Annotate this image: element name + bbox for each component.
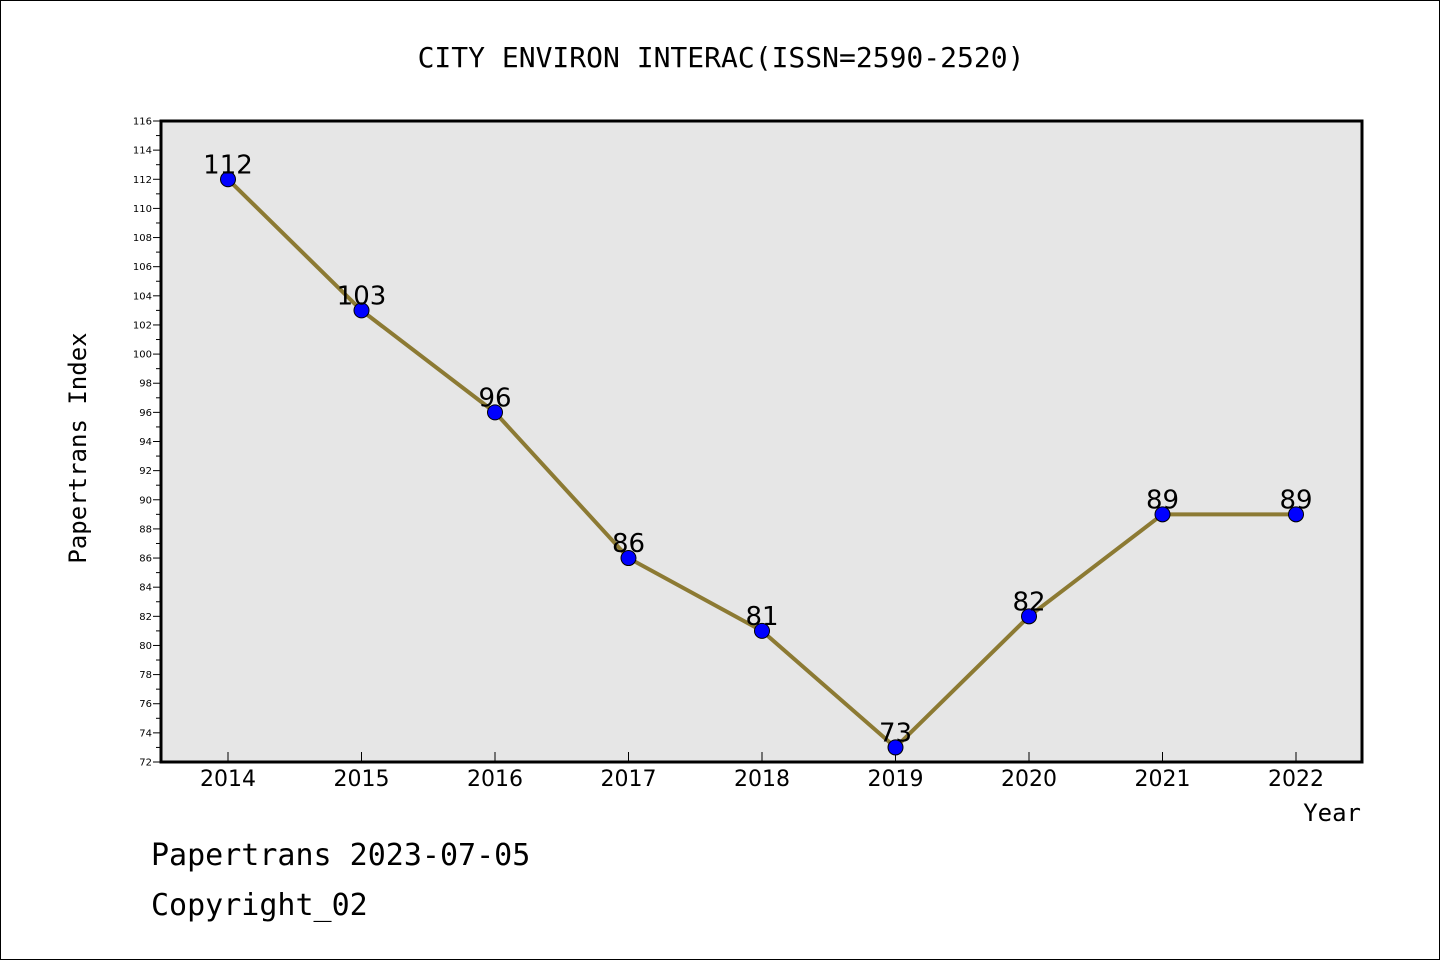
data-point-2017 [620,550,637,567]
marker-layer [220,171,1304,756]
x-tick-label: 2021 [1135,767,1191,792]
x-tick-label: 2019 [868,767,924,792]
x-tick-label: 2020 [1001,767,1057,792]
x-tick-label: 2017 [601,767,657,792]
data-point-2015 [353,302,370,319]
data-point-2014 [220,171,236,188]
chart-title: CITY ENVIRON INTERAC(ISSN=2590-2520) [418,41,1025,74]
data-label-2019: 73 [879,718,912,748]
data-point-2021 [1154,506,1171,523]
y-tick-label: 110 [133,204,152,215]
y-axis-label: Papertrans Index [64,332,92,563]
data-point-2020 [1021,608,1037,625]
y-tick-label: 104 [133,291,152,302]
data-point-2018 [754,622,770,639]
data-label-layer: 112 103 96 86 81 73 82 89 89 [203,150,1312,748]
x-tick-label: 2022 [1268,767,1324,792]
y-tick-label: 76 [139,699,152,710]
plot-area [159,119,1364,764]
y-tick-label: 72 [139,758,152,769]
y-axis: 72 74 76 78 80 82 84 86 88 90 92 94 96 98 100 102 104 106… [133,117,161,769]
y-tick-label: 92 [139,466,152,477]
y-tick-label: 86 [139,554,152,565]
data-point-2022 [1288,506,1304,523]
data-label-2020: 82 [1012,587,1045,617]
footer-copyright: Copyright_02 [151,888,368,923]
data-label-2018: 81 [745,602,778,632]
x-tick-label: 2015 [334,767,390,792]
y-tick-label: 74 [139,728,152,739]
y-tick-label: 112 [133,175,152,186]
x-tick-label: 2014 [200,767,256,792]
y-tick-label: 96 [139,408,152,419]
y-tick-label: 82 [139,612,152,623]
data-label-2021: 89 [1146,485,1179,515]
y-tick-label: 98 [139,379,152,390]
x-tick-label: 2016 [467,767,523,792]
y-tick-label: 88 [139,524,152,535]
data-label-2015: 103 [337,281,387,311]
y-tick-label: 90 [139,495,152,506]
data-label-2014: 112 [203,150,253,180]
y-tick-label: 100 [133,350,152,361]
data-label-2022: 89 [1279,485,1312,515]
data-label-2017: 86 [612,529,645,559]
footer-date: Papertrans 2023-07-05 [151,838,530,873]
y-tick-label: 94 [139,437,152,448]
x-axis: 2014 2015 2016 2017 2018 2019 2020 2021 2022 [200,752,1324,792]
y-tick-label: 114 [133,146,152,157]
y-tick-label: 108 [133,233,152,244]
data-point-2019 [887,739,904,756]
y-tick-label: 106 [133,262,152,273]
data-point-2016 [487,404,503,421]
y-tick-label: 102 [133,320,152,331]
data-label-2016: 96 [478,383,511,413]
y-tick-label: 116 [133,117,152,128]
x-tick-label: 2018 [734,767,790,792]
y-tick-label: 84 [139,583,152,594]
y-tick-label: 80 [139,641,152,652]
y-tick-label: 78 [139,670,152,681]
x-axis-label: Year [1303,799,1361,827]
